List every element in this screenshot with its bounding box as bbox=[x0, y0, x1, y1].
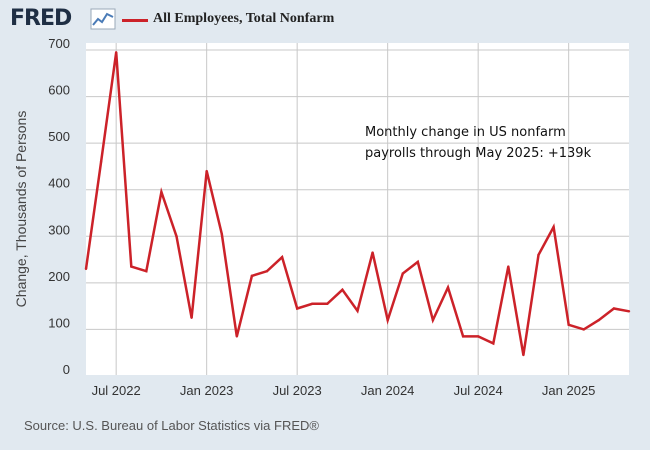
data-point bbox=[175, 235, 178, 238]
y-tick-label: 200 bbox=[48, 269, 70, 284]
data-point bbox=[537, 253, 540, 257]
data-point bbox=[386, 318, 389, 322]
series-layer bbox=[84, 51, 631, 357]
annotation-line-1: Monthly change in US nonfarm bbox=[365, 125, 566, 140]
annotation-line-2: payrolls through May 2025: +139k bbox=[365, 146, 592, 161]
y-tick-label: 400 bbox=[48, 176, 70, 191]
line-chart-icon bbox=[90, 8, 116, 30]
data-point bbox=[356, 309, 359, 312]
data-point bbox=[552, 225, 555, 229]
data-point bbox=[84, 267, 88, 271]
data-point bbox=[280, 256, 284, 259]
data-point bbox=[220, 232, 223, 236]
data-point bbox=[461, 335, 465, 338]
data-point bbox=[265, 270, 269, 273]
data-point bbox=[205, 169, 208, 173]
x-tick-label: Jul 2024 bbox=[454, 383, 503, 398]
y-tick-label: 0 bbox=[63, 362, 70, 377]
x-tick-label: Jan 2023 bbox=[180, 383, 234, 398]
data-point bbox=[492, 342, 495, 345]
annotation: Monthly change in US nonfarm payrolls th… bbox=[365, 125, 592, 161]
y-tick-labels: 0 100 200 300 400 500 600 700 bbox=[48, 36, 70, 377]
data-point bbox=[431, 318, 435, 322]
data-point bbox=[114, 51, 118, 54]
y-tick-label: 100 bbox=[48, 315, 70, 330]
data-point bbox=[235, 335, 239, 338]
data-point bbox=[567, 323, 570, 326]
data-point bbox=[311, 302, 314, 306]
plot-area bbox=[86, 43, 629, 375]
legend-label: All Employees, Total Nonfarm bbox=[153, 11, 335, 26]
data-point bbox=[326, 302, 329, 306]
data-point bbox=[507, 265, 510, 268]
y-tick-label: 600 bbox=[48, 83, 70, 98]
data-point bbox=[99, 160, 103, 163]
y-tick-label: 300 bbox=[48, 222, 70, 237]
legend-swatch bbox=[122, 19, 148, 22]
x-tick-label: Jul 2023 bbox=[273, 383, 322, 398]
data-point bbox=[190, 316, 193, 319]
data-point bbox=[160, 190, 163, 194]
chart-header: FRED All Employees, Total Nonfarm bbox=[0, 0, 650, 40]
data-point bbox=[597, 318, 601, 322]
data-point bbox=[612, 307, 616, 310]
x-tick-label: Jan 2025 bbox=[542, 383, 596, 398]
data-point bbox=[145, 270, 148, 273]
data-point bbox=[522, 353, 525, 357]
data-point bbox=[416, 260, 420, 264]
x-tick-labels: Jul 2022 Jan 2023 Jul 2023 Jan 2024 Jul 2024… bbox=[92, 383, 596, 398]
data-point bbox=[627, 310, 631, 313]
data-point bbox=[446, 286, 450, 289]
x-tick-label: Jan 2024 bbox=[361, 383, 415, 398]
fred-logo[interactable]: FRED bbox=[10, 6, 72, 31]
data-point bbox=[476, 335, 480, 338]
data-point bbox=[130, 265, 133, 268]
y-axis-label: Change, Thousands of Persons bbox=[13, 111, 29, 308]
source-note: Source: U.S. Bureau of Labor Statistics … bbox=[24, 418, 319, 433]
data-point bbox=[371, 251, 374, 254]
data-point bbox=[250, 274, 254, 278]
y-tick-label: 700 bbox=[48, 36, 70, 51]
data-point bbox=[295, 307, 299, 310]
data-point bbox=[582, 328, 585, 331]
data-point bbox=[341, 288, 344, 292]
x-tick-label: Jul 2022 bbox=[92, 383, 141, 398]
data-point bbox=[401, 272, 404, 275]
y-tick-label: 500 bbox=[48, 129, 70, 144]
